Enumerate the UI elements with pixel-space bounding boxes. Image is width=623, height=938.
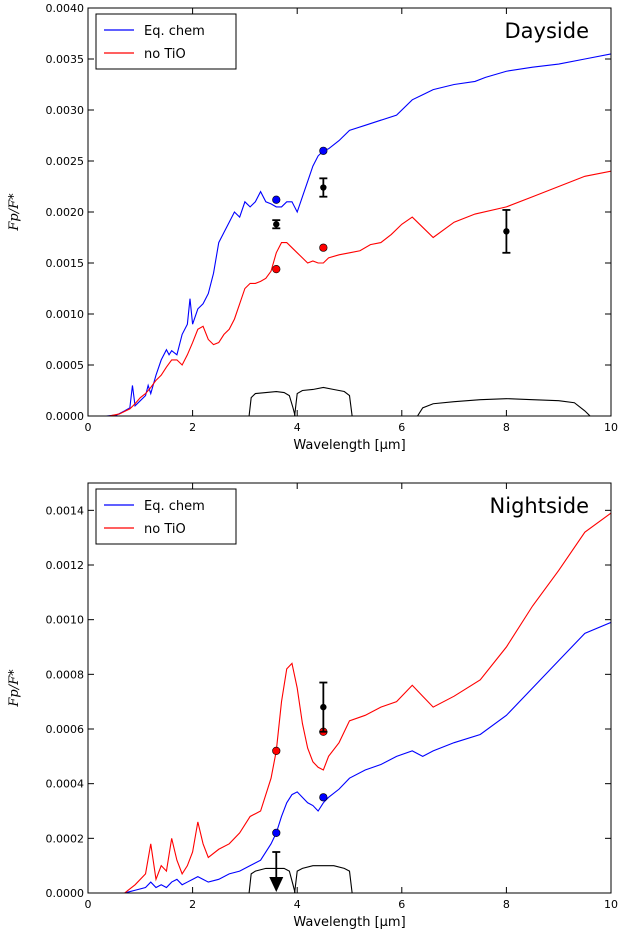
model-point (319, 793, 328, 802)
x-tick-label: 8 (503, 421, 510, 434)
y-tick-label: 0.0010 (46, 308, 85, 321)
x-tick-label: 4 (294, 421, 301, 434)
y-tick-label: 0.0030 (46, 104, 85, 117)
model-point (319, 243, 328, 252)
legend-label: Eq. chem (144, 499, 205, 514)
y-tick-label: 0.0004 (46, 778, 85, 791)
plot-frame (87, 482, 612, 894)
series-line-band-8-0 (417, 398, 591, 416)
x-tick-label: 10 (604, 421, 618, 434)
series-line-eq-chem (106, 53, 611, 416)
legend-label: no TiO (144, 47, 186, 62)
series-line-no-tio (124, 512, 611, 893)
x-tick-label: 6 (398, 421, 405, 434)
x-tick-label: 2 (189, 421, 196, 434)
x-tick-label: 8 (503, 898, 510, 911)
dayside-panel: 0 2 4 6 8 10 0.0000 0.0005 0.0010 0.0015 0.0020 0.0… (7, 2, 618, 453)
y-tick-label: 0.0014 (46, 504, 85, 517)
y-tick-label: 0.0005 (46, 359, 85, 372)
y-tick-label: 0.0000 (46, 887, 85, 900)
y-tick-label: 0.0010 (46, 614, 85, 627)
upper-limit-arrow (269, 877, 284, 892)
y-tick-label: 0.0020 (46, 206, 85, 219)
x-tick-label: 0 (85, 898, 92, 911)
y-tick-label: 0.0015 (46, 257, 85, 270)
panel-title: Dayside (505, 19, 590, 43)
x-tick-label: 0 (85, 421, 92, 434)
x-tick-label: 6 (398, 898, 405, 911)
observation-point (320, 703, 327, 711)
model-point (319, 146, 328, 155)
x-tick-label: 4 (294, 898, 301, 911)
model-point (272, 265, 281, 274)
y-tick-label: 0.0002 (46, 832, 85, 845)
y-tick-label: 0.0012 (46, 559, 85, 572)
y-tick-label: 0.0000 (46, 410, 85, 423)
model-point (272, 828, 281, 837)
model-point (272, 195, 281, 204)
y-axis-label: Fp/F* (7, 669, 22, 708)
x-axis-label: Wavelength [μm] (293, 915, 405, 930)
nightside-panel: 0 2 4 6 8 10 0.0000 0.0002 0.0004 0.0006 0.0008 0.0… (7, 482, 618, 930)
series-line-eq-chem (124, 621, 611, 893)
y-tick-label: 0.0008 (46, 668, 85, 681)
y-axis-label: Fp/F* (7, 193, 22, 232)
y-tick-label: 0.0035 (46, 53, 85, 66)
series-line-band-3-6 (248, 390, 296, 416)
observation-point (503, 228, 510, 235)
observation-point (273, 221, 280, 228)
legend-label: Eq. chem (144, 24, 205, 39)
x-tick-label: 10 (604, 898, 618, 911)
legend-label: no TiO (144, 522, 186, 537)
series-line-no-tio (108, 170, 611, 416)
series-line-band-4-5 (294, 386, 353, 416)
legend (95, 13, 237, 70)
x-axis-label: Wavelength [μm] (293, 438, 405, 453)
y-tick-label: 0.0040 (46, 2, 85, 15)
y-tick-label: 0.0006 (46, 723, 85, 736)
model-point (272, 746, 281, 755)
legend (95, 488, 237, 545)
series-line-band-4-5 (294, 865, 353, 893)
panel-title: Nightside (490, 494, 589, 518)
observation-point (320, 184, 327, 191)
y-tick-label: 0.0025 (46, 155, 85, 168)
x-tick-label: 2 (189, 898, 196, 911)
